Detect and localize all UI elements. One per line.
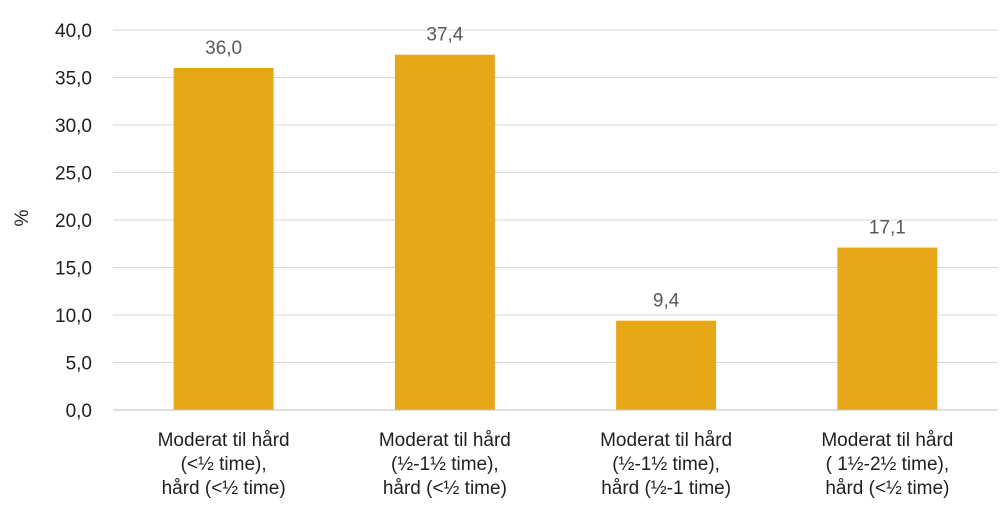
- bar: [616, 320, 717, 410]
- y-axis-ticks: 0,0 5,0 10,0 15,0 20,0 25,0 30,0 35,0 40,0: [55, 21, 92, 422]
- category-label: Moderat til hård: [158, 430, 290, 451]
- category-label: (½-1½ time),: [391, 454, 499, 475]
- y-tick-label: 5,0: [66, 354, 92, 375]
- y-axis-title: %: [12, 209, 33, 226]
- category-label: hård (½-1 time): [601, 478, 731, 499]
- data-label: 17,1: [869, 218, 906, 239]
- y-tick-label: 10,0: [55, 306, 92, 327]
- y-tick-label: 25,0: [55, 164, 92, 185]
- bar: [394, 54, 495, 410]
- category-labels: Moderat til hård (<½ time), hård (<½ time)…: [158, 430, 954, 499]
- data-labels: 36,0 37,4 9,4 17,1: [205, 25, 906, 312]
- category-label: (<½ time),: [181, 454, 267, 475]
- y-tick-label: 20,0: [55, 211, 92, 232]
- y-tick-label: 15,0: [55, 259, 92, 280]
- category-label: Moderat til hård: [379, 430, 511, 451]
- data-label: 37,4: [426, 25, 463, 46]
- y-tick-label: 0,0: [66, 401, 92, 422]
- category-label: hård (<½ time): [162, 478, 286, 499]
- category-label: ( 1½-2½ time),: [826, 454, 950, 475]
- category-label: hård (<½ time): [383, 478, 507, 499]
- data-label: 36,0: [205, 38, 242, 59]
- bars: [173, 54, 938, 410]
- category-label: Moderat til hård: [821, 430, 953, 451]
- bar: [173, 68, 274, 410]
- y-tick-label: 40,0: [55, 21, 92, 42]
- category-label: hård (<½ time): [825, 478, 949, 499]
- data-label: 9,4: [653, 291, 680, 312]
- y-tick-label: 35,0: [55, 69, 92, 90]
- category-label: Moderat til hård: [600, 430, 732, 451]
- y-tick-label: 30,0: [55, 116, 92, 137]
- category-label: (½-1½ time),: [612, 454, 720, 475]
- bar: [837, 247, 938, 410]
